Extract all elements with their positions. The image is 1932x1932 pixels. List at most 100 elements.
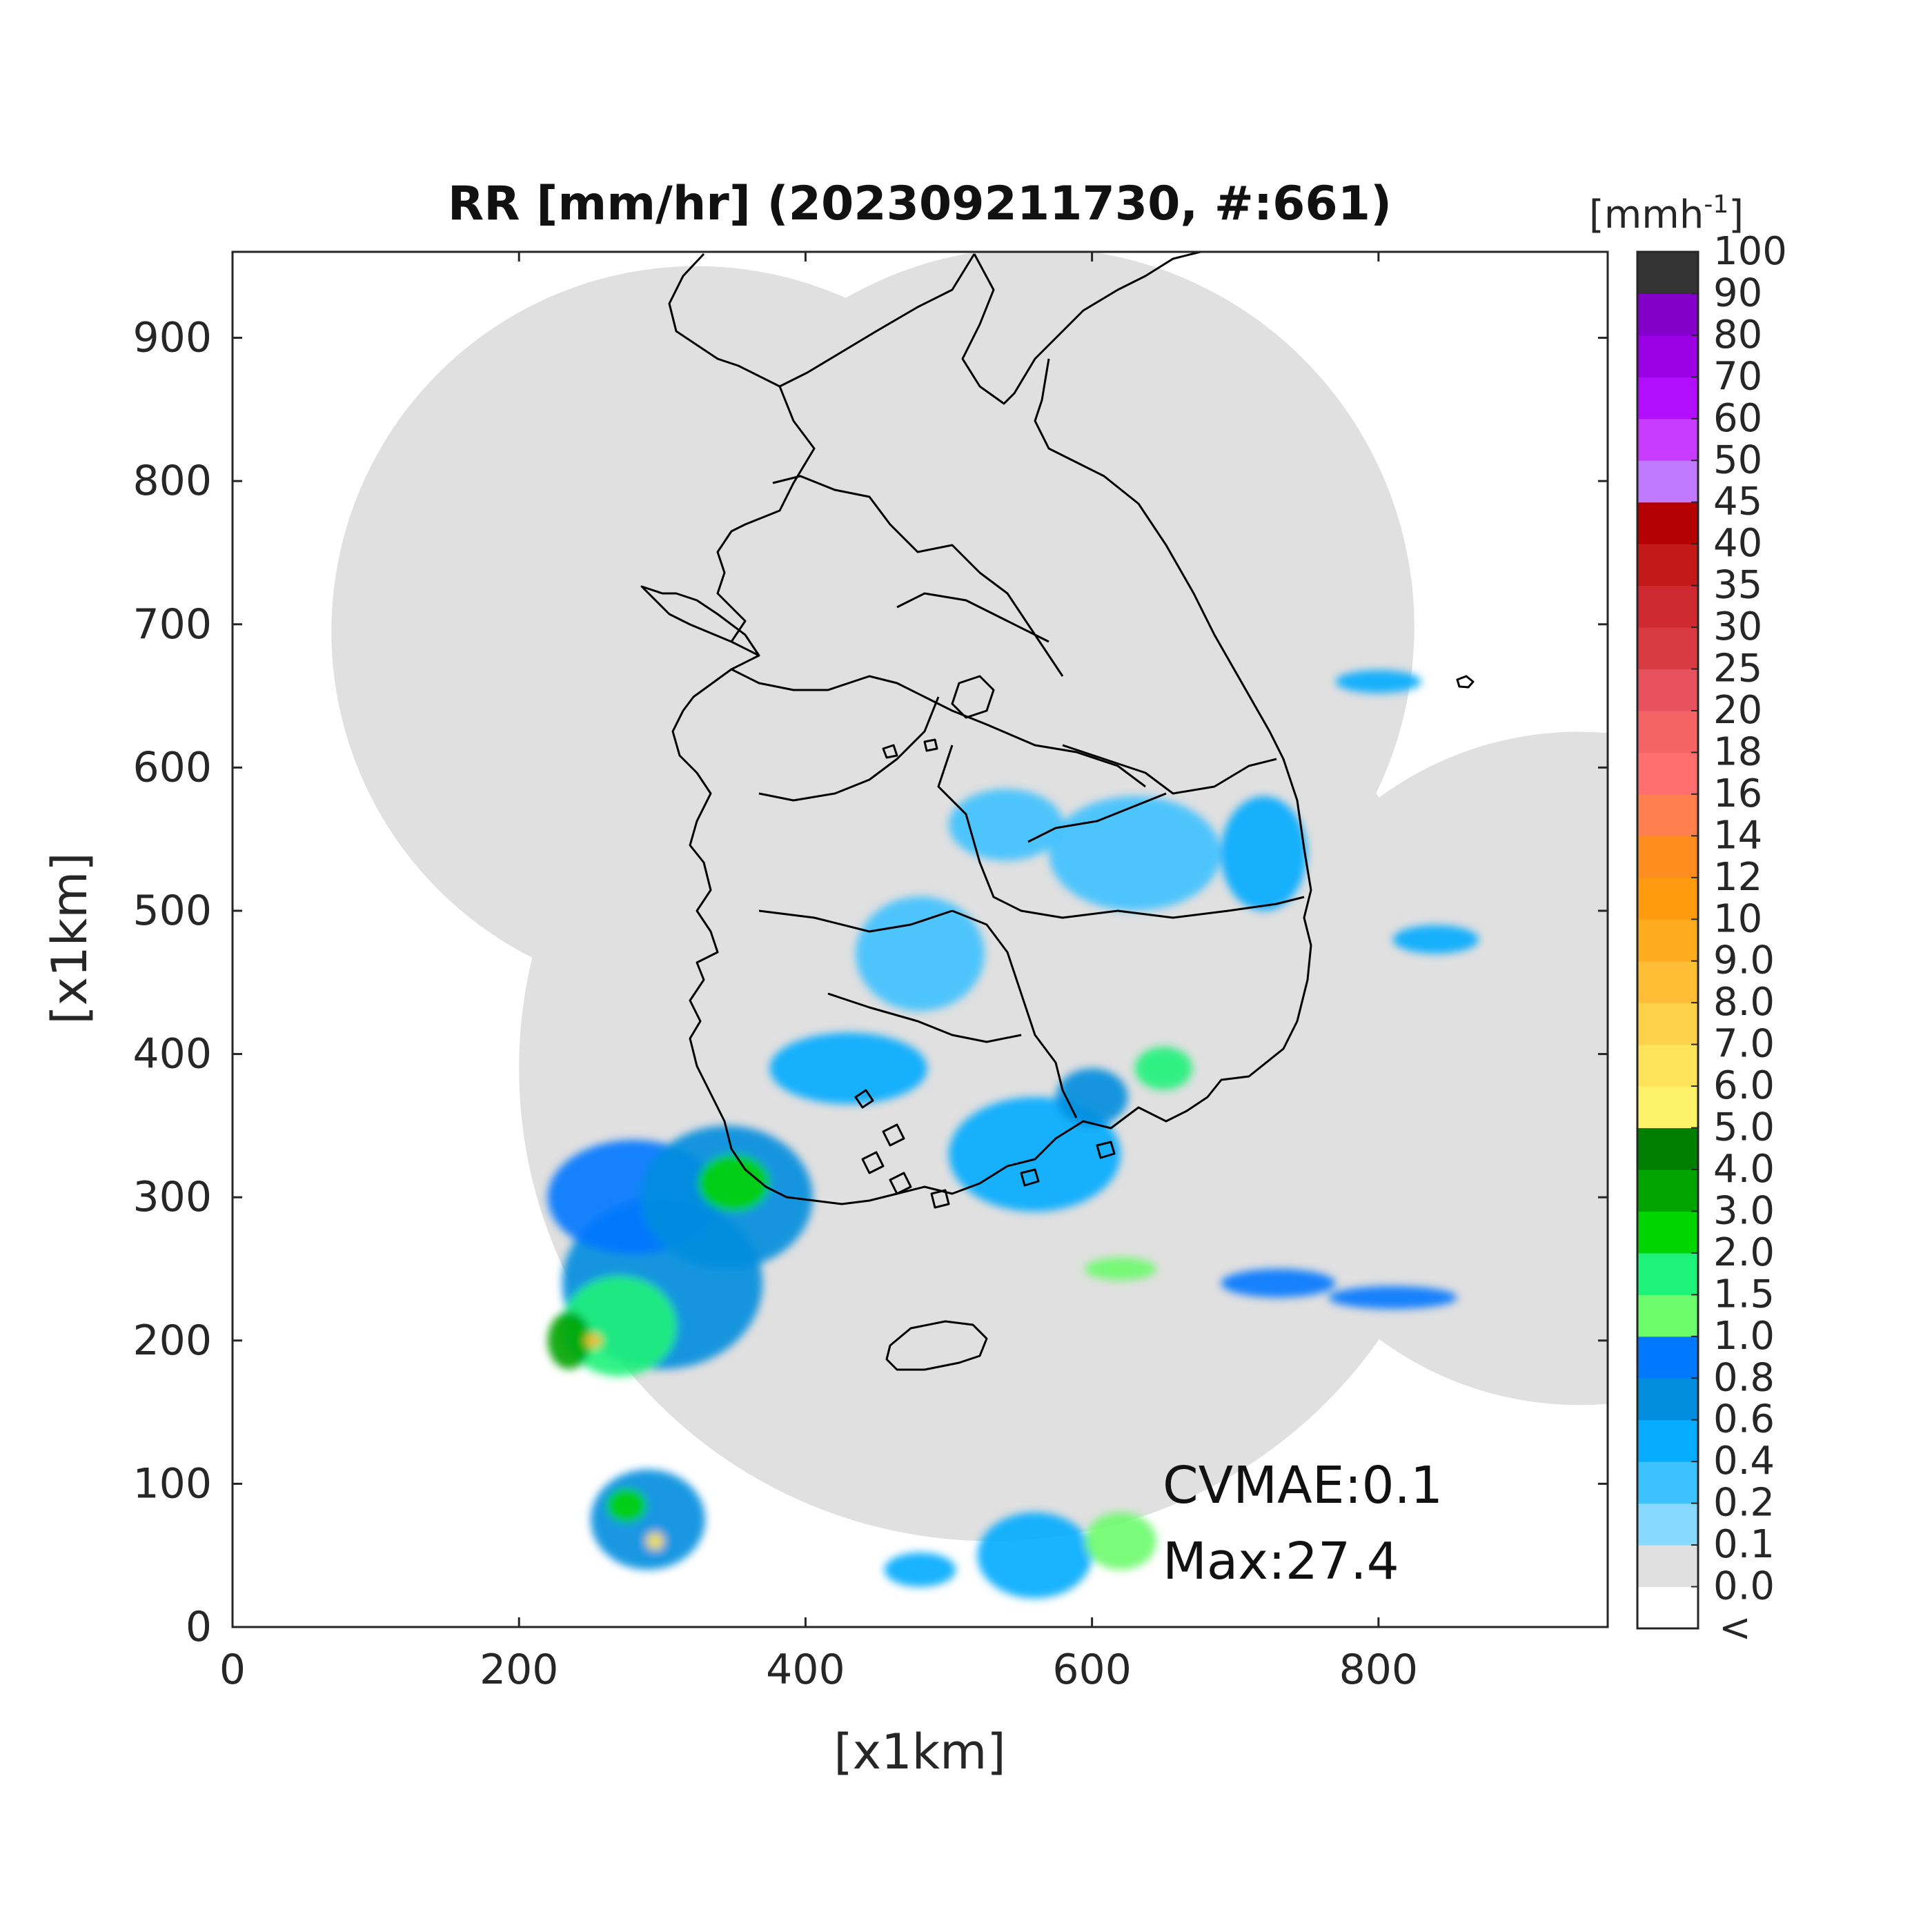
x-tick-label-0: 0 bbox=[219, 1646, 246, 1694]
precip-cell-14 bbox=[1085, 1257, 1157, 1281]
y-tick-label-9: 900 bbox=[132, 314, 212, 362]
precip-cell-20 bbox=[949, 789, 1064, 861]
colorbar-under-label: < bbox=[1719, 1606, 1751, 1650]
seoul-boundary bbox=[951, 675, 995, 719]
colorbar-tick-label-16: 10 bbox=[1713, 896, 1762, 941]
y-tick-label-1: 100 bbox=[132, 1459, 212, 1508]
colorbar-tick-label-30: 80 bbox=[1713, 313, 1762, 357]
colorbar-tick-label-24: 35 bbox=[1713, 563, 1762, 608]
colorbar-band-26 bbox=[1637, 502, 1698, 544]
colorbar-tick-label-5: 0.8 bbox=[1713, 1355, 1775, 1400]
plot-area: 0 200 400 600 800 0 100 200 300 400 500 600 700 800 9… bbox=[132, 250, 1609, 1694]
colorbar-band-31 bbox=[1637, 293, 1698, 336]
precip-cell-4 bbox=[698, 1154, 770, 1212]
colorbar-tick-label-10: 4.0 bbox=[1713, 1147, 1775, 1192]
colorbar-tick-label-28: 60 bbox=[1713, 396, 1762, 441]
colorbar-band-3 bbox=[1637, 1461, 1698, 1504]
colorbar-unit-label: [mmh-1] bbox=[1589, 190, 1744, 237]
colorbar-frame bbox=[1636, 250, 1699, 1630]
precip-cell-13 bbox=[1134, 1047, 1192, 1090]
ulleung-island-coastline bbox=[1456, 675, 1475, 689]
colorbar-tick-label-1: 0.1 bbox=[1713, 1522, 1775, 1567]
y-tick-label-2: 200 bbox=[132, 1317, 212, 1365]
plot-frame bbox=[231, 250, 1609, 1628]
colorbar-tick-label-26: 45 bbox=[1713, 480, 1762, 524]
colorbar-tick-label-19: 16 bbox=[1713, 771, 1762, 816]
x-axis-ticks: 0 200 400 600 800 bbox=[219, 252, 1418, 1694]
x-tick-label-4: 800 bbox=[1339, 1646, 1419, 1694]
colorbar-tick-label-31: 90 bbox=[1713, 270, 1762, 315]
precip-cell-16 bbox=[1328, 1285, 1458, 1310]
precip-cell-8 bbox=[606, 1488, 647, 1523]
colorbar-tick-label-20: 18 bbox=[1713, 729, 1762, 774]
dmz-boundary-line bbox=[731, 668, 1146, 788]
precip-cell-18 bbox=[1085, 1512, 1157, 1570]
cvmae-annotation: CVMAE:0.1 bbox=[1163, 1456, 1443, 1515]
province-boundaries bbox=[758, 475, 1305, 1118]
colorbar-tick-label-14: 8.0 bbox=[1713, 980, 1775, 1025]
colorbar-tick-label-9: 3.0 bbox=[1713, 1188, 1775, 1233]
precip-cell-17 bbox=[977, 1512, 1092, 1599]
colorbar-band-24 bbox=[1637, 585, 1698, 628]
colorbar-tick-label-25: 40 bbox=[1713, 521, 1762, 566]
colorbar-band-12 bbox=[1637, 1086, 1698, 1129]
precip-cell-5 bbox=[547, 1312, 591, 1370]
colorbar-band-28 bbox=[1637, 418, 1698, 461]
y-axis-label: [x1km] bbox=[41, 852, 98, 1024]
colorbar-band-18 bbox=[1637, 836, 1698, 878]
colorbar-tick-label-18: 14 bbox=[1713, 813, 1762, 858]
colorbar-tick-label-2: 0.2 bbox=[1713, 1481, 1775, 1526]
x-axis-label: [x1km] bbox=[834, 1724, 1005, 1780]
colorbar-band-10 bbox=[1637, 1170, 1698, 1212]
precip-cell-25 bbox=[856, 896, 985, 1012]
chart-title: RR [mm/hr] (202309211730, #:661) bbox=[448, 177, 1392, 231]
precip-cell-7 bbox=[591, 1469, 706, 1570]
y-tick-label-4: 400 bbox=[132, 1030, 212, 1078]
colorbar-band-1 bbox=[1637, 1545, 1698, 1588]
colorbar-tick-label-6: 1.0 bbox=[1713, 1314, 1775, 1359]
colorbar-tick-label-29: 70 bbox=[1713, 354, 1762, 399]
colorbar-band-9 bbox=[1637, 1211, 1698, 1254]
colorbar-band-17 bbox=[1637, 877, 1698, 920]
precip-cell-24 bbox=[1392, 925, 1479, 954]
colorbar-bands bbox=[1637, 252, 1698, 1629]
precip-cell-10 bbox=[769, 1032, 927, 1105]
colorbar-tick-label-21: 20 bbox=[1713, 688, 1762, 733]
y-axis-ticks: 0 100 200 300 400 500 600 700 800 900 bbox=[132, 314, 1608, 1651]
north-boundary-line bbox=[779, 253, 976, 388]
colorbar-tick-label-11: 5.0 bbox=[1713, 1105, 1775, 1150]
colorbar-band-27 bbox=[1637, 460, 1698, 503]
colorbar-band-16 bbox=[1637, 919, 1698, 962]
colorbar-tick-label-13: 7.0 bbox=[1713, 1022, 1775, 1067]
colorbar-band-5 bbox=[1637, 1378, 1698, 1421]
colorbar-band-15 bbox=[1637, 960, 1698, 1003]
coastline-layer bbox=[640, 252, 1475, 1371]
colorbar-band-11 bbox=[1637, 1127, 1698, 1170]
colorbar-band-23 bbox=[1637, 627, 1698, 670]
colorbar-tick-label-22: 25 bbox=[1713, 647, 1762, 691]
precip-cell-9 bbox=[646, 1532, 664, 1550]
colorbar-band-13 bbox=[1637, 1044, 1698, 1087]
colorbar-band-4 bbox=[1637, 1419, 1698, 1462]
x-tick-label-1: 200 bbox=[480, 1646, 559, 1694]
x-tick-label-2: 400 bbox=[766, 1646, 845, 1694]
colorbar-tick-label-4: 0.6 bbox=[1713, 1397, 1775, 1442]
colorbar-band-2 bbox=[1637, 1503, 1698, 1546]
jeju-island-coastline bbox=[885, 1320, 988, 1371]
x-tick-label-3: 600 bbox=[1052, 1646, 1132, 1694]
colorbar-band-7 bbox=[1637, 1294, 1698, 1337]
max-annotation: Max:27.4 bbox=[1163, 1532, 1399, 1591]
precip-cell-15 bbox=[1221, 1268, 1336, 1298]
colorbar-tick-label-7: 1.5 bbox=[1713, 1272, 1775, 1317]
colorbar-tick-label-32: 100 bbox=[1713, 229, 1787, 274]
colorbar-band-25 bbox=[1637, 544, 1698, 586]
radar-coverage-disk-3 bbox=[519, 595, 1465, 1541]
colorbar-band-21 bbox=[1637, 711, 1698, 753]
colorbar-band-8 bbox=[1637, 1252, 1698, 1295]
y-tick-label-6: 600 bbox=[132, 743, 212, 791]
y-tick-label-3: 300 bbox=[132, 1173, 212, 1221]
precip-cell-22 bbox=[1221, 796, 1308, 911]
colorbar-unit-close: ] bbox=[1728, 193, 1744, 237]
colorbar-tick-label-17: 12 bbox=[1713, 855, 1762, 900]
